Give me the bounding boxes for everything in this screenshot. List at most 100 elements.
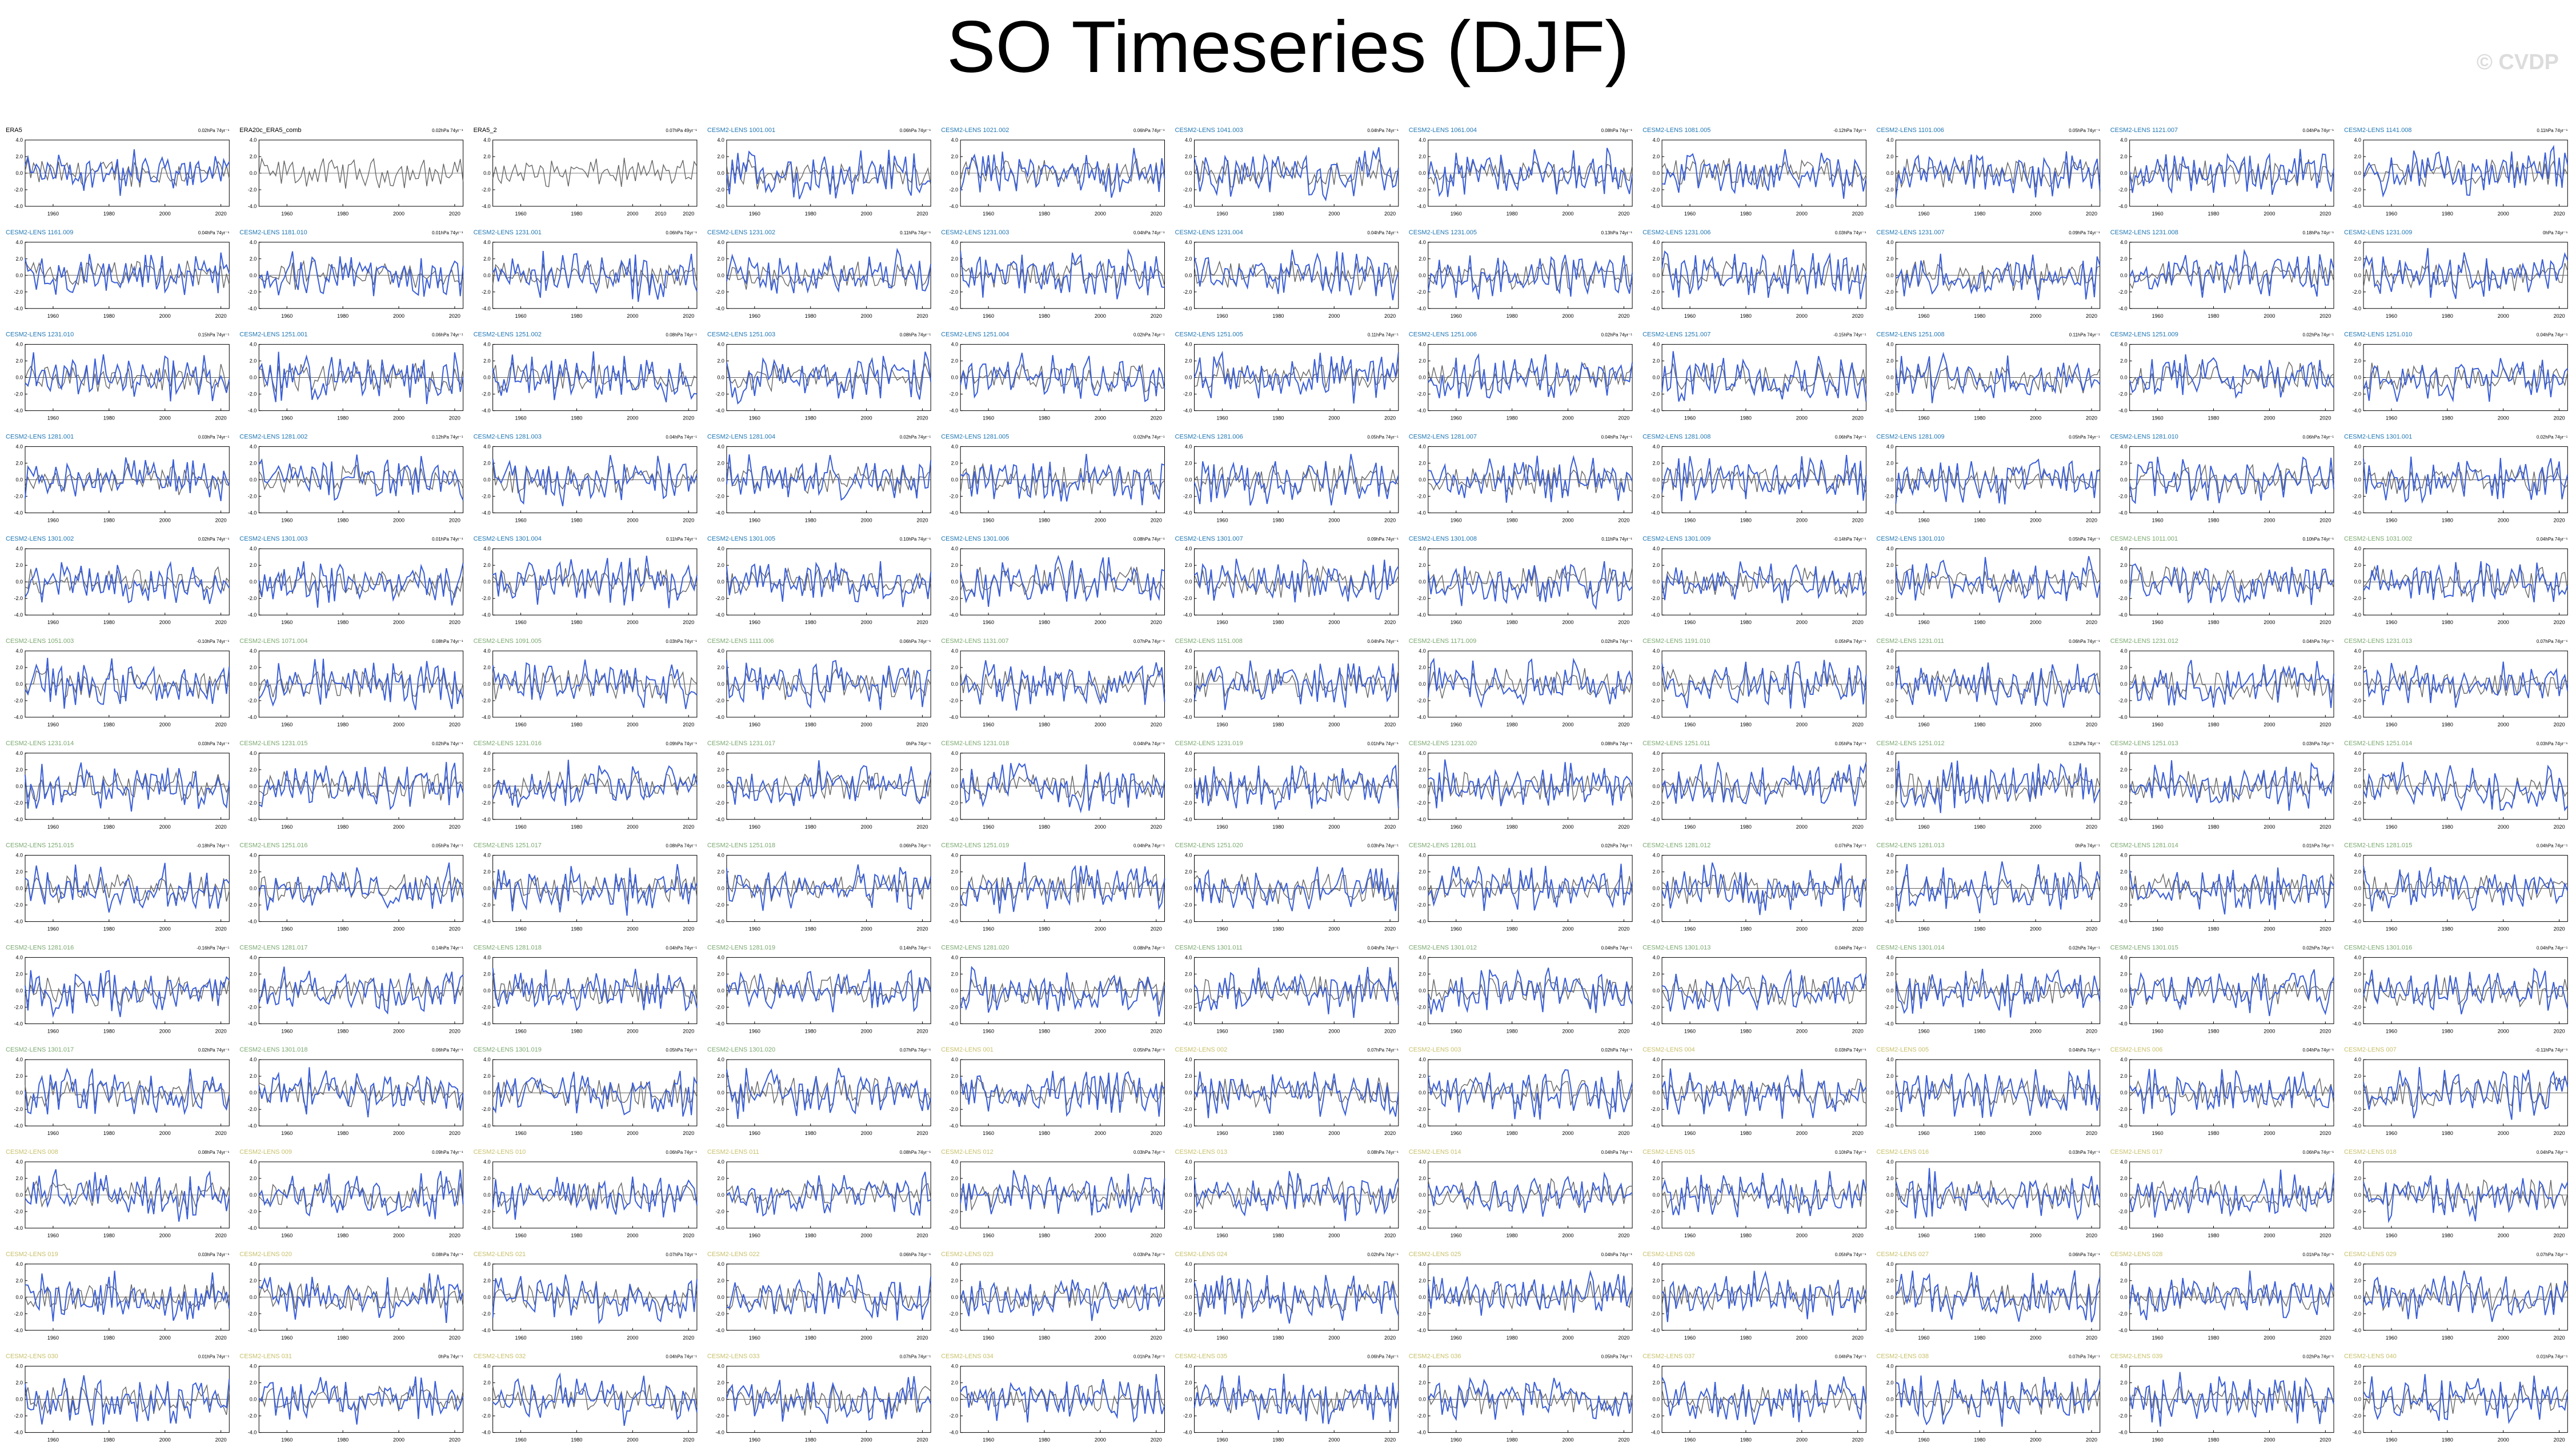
x-tick-label: 1960: [1918, 824, 1929, 830]
y-tick-label: 2.0: [717, 460, 724, 466]
x-tick-label: 2020: [1384, 926, 1396, 932]
y-tick-label: -2.0: [1885, 391, 1894, 397]
x-tick-label: 2000: [2498, 1028, 2509, 1034]
x-tick-label: 2000: [861, 1335, 872, 1341]
x-tick-label: 1980: [2442, 517, 2453, 523]
panel-label: CESM2-LENS 1021.002: [941, 127, 1009, 134]
panel-label: CESM2-LENS 1301.020: [707, 1046, 775, 1053]
panel-trend: 0.06hPa 74yr⁻¹: [1133, 128, 1165, 133]
panel-label: CESM2-LENS 1281.019: [707, 944, 775, 951]
member-series-line: [25, 149, 230, 196]
y-tick-label: 4.0: [2354, 342, 2361, 347]
x-tick-label: 2000: [861, 211, 872, 217]
x-tick-label: 2000: [1328, 1130, 1340, 1136]
y-tick-label: 4.0: [2354, 239, 2361, 245]
y-tick-label: 2.0: [717, 1073, 724, 1079]
obs-series-line: [258, 157, 464, 189]
y-tick-label: -4.0: [715, 1021, 724, 1026]
panel-label: CESM2-LENS 1251.002: [474, 331, 542, 338]
obs-series-line: [1193, 874, 1399, 905]
x-tick-label: 2000: [2030, 1233, 2041, 1238]
panel: CESM2-LENS 012 0.03hPa 74yr⁻¹4.02.00.0-2.…: [941, 1149, 1165, 1238]
member-series-line: [258, 561, 464, 608]
member-series-line: [2129, 149, 2334, 195]
x-tick-label: 1980: [1740, 517, 1752, 523]
y-tick-label: 0.0: [1653, 1397, 1660, 1402]
y-tick-label: 4.0: [1653, 239, 1660, 245]
panel-label: CESM2-LENS 1301.014: [1876, 944, 1944, 951]
panel-label: CESM2-LENS 028: [2110, 1251, 2163, 1258]
x-tick-label: 1960: [983, 211, 994, 217]
x-tick-label: 1980: [1507, 926, 1518, 932]
panel: CESM2-LENS 1231.010 0.15hPa 74yr⁻¹4.02.00…: [6, 331, 230, 421]
y-tick-label: 2.0: [1886, 665, 1894, 670]
y-tick-label: 2.0: [951, 256, 959, 262]
panel-trend: 0.10hPa 74yr⁻¹: [900, 537, 931, 542]
y-tick-label: 0.0: [1653, 681, 1660, 687]
x-tick-label: 2020: [2319, 824, 2331, 830]
panel: CESM2-LENS 1081.005 -0.12hPa 74yr⁻¹4.02.0…: [1642, 127, 1867, 217]
x-tick-label: 2000: [861, 1233, 872, 1238]
panel-trend: -0.11hPa 74yr⁻¹: [2535, 1048, 2568, 1053]
x-tick-label: 1960: [749, 824, 760, 830]
panel-trend: -0.18hPa 74yr⁻¹: [197, 844, 229, 849]
x-tick-label: 2020: [1384, 1130, 1396, 1136]
y-tick-label: -4.0: [715, 1123, 724, 1129]
y-tick-label: -4.0: [1183, 714, 1192, 720]
y-tick-label: 2.0: [1653, 256, 1660, 262]
y-tick-label: 4.0: [2120, 1057, 2128, 1062]
y-tick-label: 4.0: [1419, 1364, 1426, 1369]
y-tick-label: 4.0: [15, 443, 23, 449]
y-tick-label: 4.0: [483, 1057, 491, 1062]
x-tick-label: 2000: [861, 517, 872, 523]
x-tick-label: 2000: [1095, 211, 1106, 217]
y-tick-label: 0.0: [951, 1192, 959, 1198]
member-series-line: [1193, 1373, 1399, 1425]
member-series-line: [1661, 561, 1867, 603]
y-tick-label: -4.0: [248, 817, 257, 822]
panel: CESM2-LENS 1231.020 0.08hPa 74yr⁻¹4.02.00…: [1409, 740, 1633, 830]
x-tick-label: 1980: [1039, 1130, 1050, 1136]
y-tick-label: -4.0: [950, 1328, 959, 1333]
x-tick-label: 2020: [1618, 211, 1629, 217]
member-series-line: [2363, 561, 2569, 602]
panel: CESM2-LENS 1231.009 0hPa 74yr⁻¹4.02.00.0-…: [2344, 229, 2569, 319]
panel-trend: 0.07hPa 74yr⁻¹: [1367, 1048, 1399, 1053]
x-tick-label: 1960: [1918, 1028, 1929, 1034]
y-tick-label: -4.0: [1417, 1430, 1426, 1436]
y-tick-label: -2.0: [1651, 902, 1660, 908]
panel: CESM2-LENS 1281.019 0.14hPa 74yr⁻¹4.02.00…: [707, 944, 932, 1034]
panel-label: CESM2-LENS 040: [2344, 1353, 2397, 1360]
y-tick-label: 2.0: [1653, 1073, 1660, 1079]
x-tick-label: 1960: [1451, 722, 1462, 728]
member-series-line: [258, 862, 464, 911]
panel-label: CESM2-LENS 1231.015: [239, 740, 307, 747]
panel-label: CESM2-LENS 1301.012: [1409, 944, 1477, 951]
panel-trend: -0.12hPa 74yr⁻¹: [1833, 128, 1866, 133]
panel-trend: 0.08hPa 74yr⁻¹: [666, 844, 697, 849]
y-tick-label: 4.0: [951, 342, 959, 347]
y-tick-label: 4.0: [2120, 546, 2128, 551]
x-tick-label: 1960: [2386, 722, 2397, 728]
y-tick-label: 0.0: [1653, 579, 1660, 585]
y-tick-label: 2.0: [250, 154, 257, 159]
x-tick-label: 2000: [2263, 1233, 2275, 1238]
panel-trend: 0.03hPa 74yr⁻¹: [198, 434, 230, 439]
x-tick-label: 2020: [215, 926, 227, 932]
x-tick-label: 1980: [1974, 415, 1985, 421]
x-tick-label: 1980: [337, 1130, 348, 1136]
y-tick-label: -2.0: [1417, 289, 1426, 295]
x-tick-label: 2000: [627, 1335, 638, 1341]
y-tick-label: -2.0: [482, 391, 491, 397]
x-tick-label: 1960: [1684, 1233, 1696, 1238]
y-tick-label: -2.0: [1885, 187, 1894, 193]
panel-label: CESM2-LENS 037: [1642, 1353, 1695, 1360]
x-tick-label: 2020: [2319, 1130, 2331, 1136]
y-tick-label: 2.0: [1886, 460, 1894, 466]
x-tick-label: 1980: [2442, 313, 2453, 319]
y-tick-label: 4.0: [1419, 546, 1426, 551]
panel-label: CESM2-LENS 1251.016: [239, 842, 307, 849]
y-tick-label: 2.0: [1886, 971, 1894, 977]
y-tick-label: 4.0: [2120, 853, 2128, 858]
y-tick-label: 4.0: [250, 750, 257, 756]
